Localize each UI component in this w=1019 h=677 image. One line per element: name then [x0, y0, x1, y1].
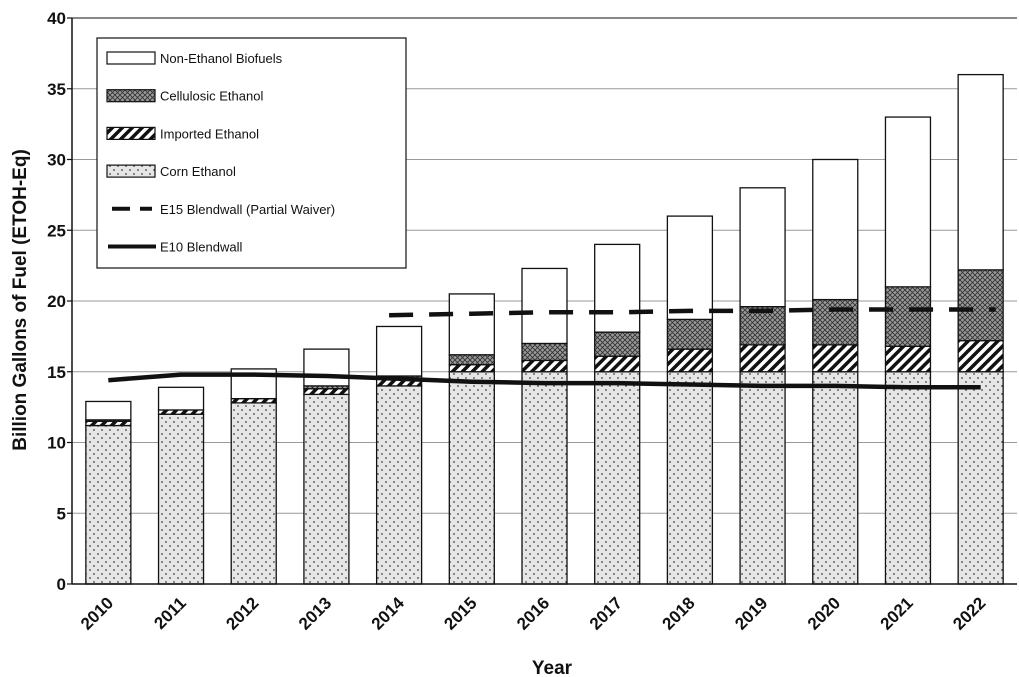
bar-non-ethanol-biofuels-2015 — [448, 293, 495, 356]
bar-corn-ethanol-2013 — [303, 393, 350, 585]
x-tick-label: 2014 — [368, 593, 409, 634]
y-tick-label: 35 — [47, 80, 66, 99]
x-tick-label: 2019 — [731, 593, 771, 633]
bar-corn-ethanol-2012 — [230, 402, 277, 585]
e10-blendwall-line — [108, 372, 981, 390]
legend-swatch-non-ethanol-biofuels — [106, 51, 156, 65]
bar-imported-ethanol-2020 — [812, 344, 859, 373]
y-tick-label: 40 — [47, 9, 66, 28]
bar-cellulosic-ethanol-2015 — [448, 354, 495, 366]
bar-corn-ethanol-2011 — [157, 413, 205, 585]
y-tick-label: 0 — [57, 575, 66, 594]
bar-non-ethanol-biofuels-2014 — [375, 325, 423, 377]
legend: Non-Ethanol Biofuels Cellulosic Ethanol Im… — [96, 37, 407, 269]
bar-imported-ethanol-2017 — [594, 355, 641, 373]
bar-imported-ethanol-2016 — [521, 359, 568, 373]
x-tick-label: 2017 — [586, 593, 626, 633]
bar-imported-ethanol-2021 — [884, 345, 932, 373]
x-tick-label: 2020 — [804, 593, 844, 633]
bar-cellulosic-ethanol-2022 — [957, 269, 1004, 342]
x-axis-title: Year — [532, 658, 573, 677]
bar-corn-ethanol-2021 — [884, 371, 932, 585]
legend-swatch-cellulosic-ethanol — [106, 89, 156, 103]
bar-non-ethanol-biofuels-2018 — [666, 215, 714, 321]
x-tick-label: 2011 — [150, 593, 190, 633]
bar-non-ethanol-biofuels-2021 — [884, 116, 932, 288]
bar-non-ethanol-biofuels-2010 — [85, 400, 132, 421]
bar-non-ethanol-biofuels-2013 — [303, 348, 350, 387]
legend-label-non-ethanol-biofuels: Non-Ethanol Biofuels — [160, 51, 283, 66]
bar-imported-ethanol-2015 — [448, 364, 495, 373]
e15-blendwall-line — [389, 307, 996, 318]
bar-corn-ethanol-2017 — [594, 371, 641, 585]
bar-corn-ethanol-2016 — [521, 371, 568, 585]
bar-non-ethanol-biofuels-2019 — [739, 187, 786, 308]
bar-corn-ethanol-2015 — [448, 371, 495, 585]
bar-imported-ethanol-2018 — [666, 348, 714, 373]
y-tick-label: 20 — [47, 292, 66, 311]
bar-non-ethanol-biofuels-2020 — [812, 158, 859, 301]
legend-box — [96, 37, 407, 269]
x-tick-label: 2021 — [877, 593, 917, 633]
bar-cellulosic-ethanol-2018 — [666, 318, 714, 350]
bar-non-ethanol-biofuels-2022 — [957, 73, 1004, 271]
legend-swatch-corn-ethanol — [106, 164, 156, 178]
bar-cellulosic-ethanol-2020 — [812, 298, 859, 346]
legend-swatch-imported-ethanol — [106, 126, 156, 141]
bar-corn-ethanol-2020 — [812, 371, 859, 585]
legend-label-e10-blendwall: E10 Blendwall — [160, 240, 242, 255]
x-tick-label: 2010 — [77, 593, 117, 633]
bar-non-ethanol-biofuels-2017 — [594, 243, 641, 333]
bar-corn-ethanol-2010 — [85, 424, 132, 585]
bar-corn-ethanol-2018 — [666, 371, 714, 585]
bar-imported-ethanol-2013 — [303, 388, 350, 396]
legend-label-corn-ethanol: Corn Ethanol — [160, 164, 236, 179]
y-tick-label: 30 — [47, 151, 66, 170]
bar-cellulosic-ethanol-2016 — [521, 342, 568, 362]
y-tick-label: 5 — [57, 504, 66, 523]
legend-label-cellulosic-ethanol: Cellulosic Ethanol — [160, 89, 263, 104]
bar-non-ethanol-biofuels-2016 — [521, 267, 568, 345]
bar-cellulosic-ethanol-2017 — [594, 331, 641, 357]
x-tick-label: 2015 — [440, 593, 480, 633]
y-tick-label: 10 — [47, 434, 66, 453]
legend-label-e15-blendwall-partial-waiver: E15 Blendwall (Partial Waiver) — [160, 202, 335, 217]
y-tick-label: 25 — [47, 221, 66, 240]
x-tick-label: 2012 — [222, 593, 262, 633]
bar-corn-ethanol-2022 — [957, 371, 1004, 585]
legend-label-imported-ethanol: Imported Ethanol — [160, 126, 259, 141]
bar-non-ethanol-biofuels-2011 — [157, 386, 205, 411]
bars — [85, 73, 1004, 585]
bar-corn-ethanol-2019 — [739, 371, 786, 585]
y-tick-label: 15 — [47, 363, 66, 382]
y-axis-title: Billion Gallons of Fuel (ETOH-Eq) — [10, 149, 31, 451]
lines — [108, 307, 996, 390]
bar-imported-ethanol-2022 — [957, 339, 1004, 373]
bar-corn-ethanol-2014 — [375, 385, 423, 585]
bar-imported-ethanol-2019 — [739, 344, 786, 373]
bar-cellulosic-ethanol-2021 — [884, 286, 932, 347]
x-tick-label: 2018 — [659, 593, 699, 633]
x-tick-label: 2016 — [513, 593, 553, 633]
x-tick-label: 2022 — [949, 593, 989, 633]
x-tick-label: 2013 — [295, 593, 335, 633]
